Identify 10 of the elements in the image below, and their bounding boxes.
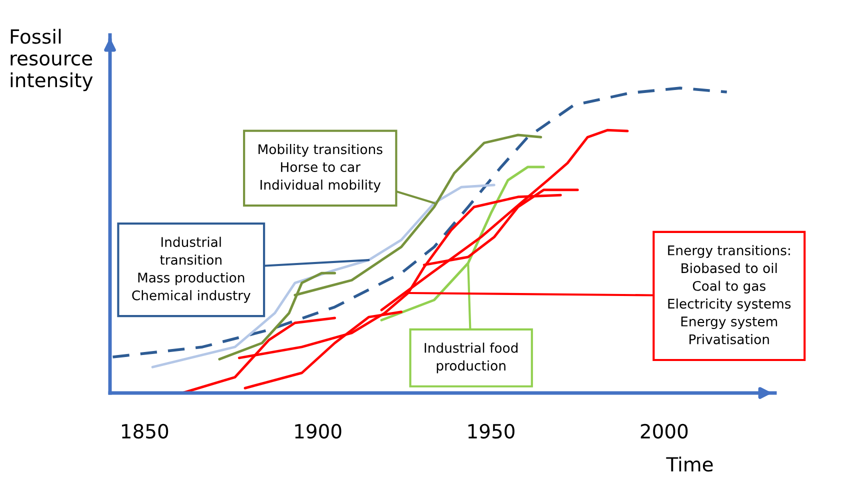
x-tick-label: 2000 [640, 424, 688, 439]
x-tick-label: 1900 [295, 424, 342, 439]
x-axis-title: Time [666, 456, 713, 472]
x-tick-label: 1950 [468, 424, 514, 439]
x-tick-label: 1850 [122, 424, 168, 439]
y-axis-title: Fossil resource intensity [10, 28, 93, 92]
annotation: Industrial transition Mass production Chemical industry [132, 236, 250, 303]
annotation: Industrial food production [424, 342, 518, 374]
annotation: Energy transitions: Biobased to oil Coal to gas Electricity systems Energy system Privatisation [668, 245, 791, 344]
annotation: Mobility transitions Horse to car Individual mobility [258, 144, 382, 192]
